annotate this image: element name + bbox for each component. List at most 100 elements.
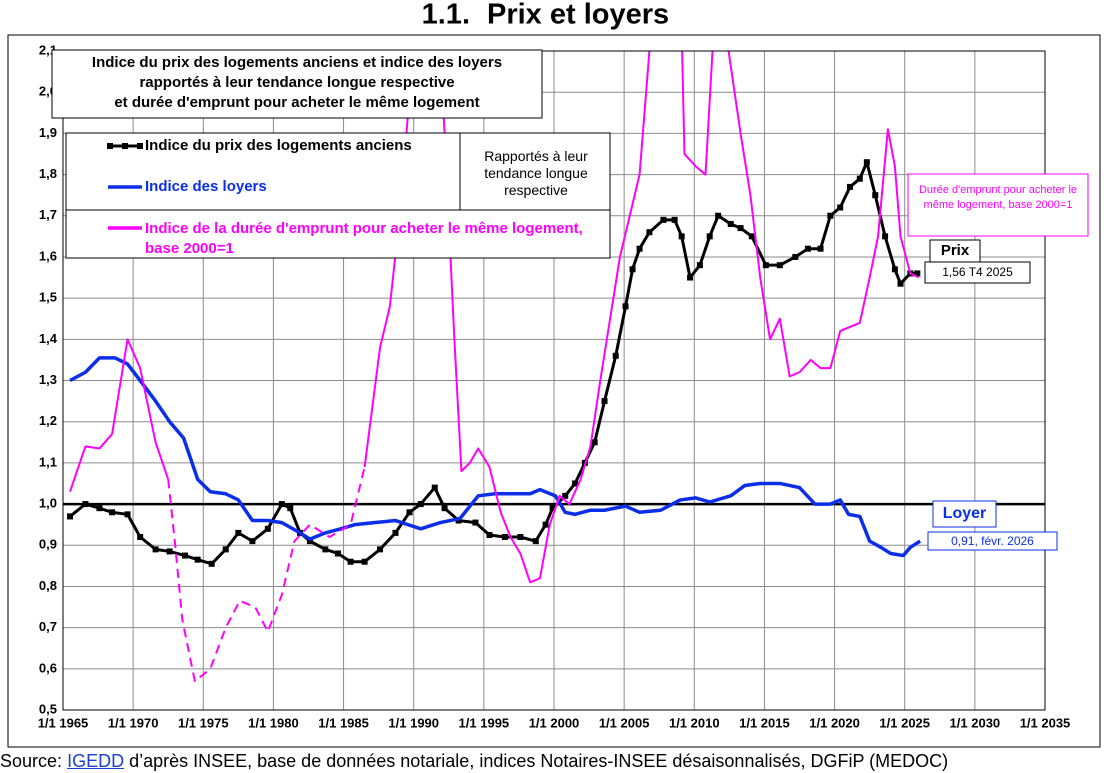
subtitle-line: rapportés à leur tendance longue respect… [139,74,455,91]
point-marker [347,558,354,565]
point-marker [124,511,131,518]
point-marker [776,262,783,269]
y-tick-label: 0,5 [39,701,57,716]
point-marker [687,274,694,281]
x-tick-label: 1/1 2025 [879,715,930,730]
point-marker [532,538,539,545]
subtitle-box [51,49,543,119]
point-marker [517,534,524,541]
x-tick-label: 1/1 1970 [108,715,159,730]
source-prefix: Source: [0,751,63,771]
legend-label: Indice de la durée d'emprunt pour achete… [145,220,583,257]
point-marker [82,501,89,508]
series-line [69,51,920,584]
source: Source: IGEDD d’après INSEE, base de don… [0,750,1109,772]
x-tick-label: 1/1 1985 [318,715,369,730]
point-marker [914,270,921,277]
x-tick-label: 1/1 2015 [739,715,790,730]
point-marker [249,538,256,545]
point-marker [671,216,678,223]
point-marker [622,303,629,310]
y-tick-label: 1,3 [39,372,57,387]
y-tick-label: 1,4 [39,331,58,346]
y-tick-label: 1,1 [39,454,57,469]
point-marker [208,560,215,567]
point-marker [646,229,653,236]
point-marker [287,505,294,512]
point-marker [601,398,608,405]
x-tick-label: 1/1 2020 [809,715,860,730]
y-tick-label: 0,6 [39,660,57,675]
point-marker [715,212,722,219]
point-marker [837,204,844,211]
point-marker [706,233,713,240]
point-marker [264,525,271,532]
point-marker [67,513,74,520]
point-marker [431,484,438,491]
point-marker [727,220,734,227]
subtitle-line: Indice du prix des logements anciens et … [91,54,503,71]
x-tick-label: 1/1 2005 [599,715,650,730]
annotation-box [927,531,1058,551]
x-tick-label: 1/1 2035 [1020,715,1071,730]
y-tick-label: 1,9 [39,125,57,140]
point-marker [817,245,824,252]
point-marker [361,558,368,565]
annotation-box [924,261,1031,284]
point-marker [737,225,744,232]
point-marker [441,505,448,512]
point-marker [863,159,870,166]
point-marker [472,519,479,526]
point-marker [804,245,811,252]
section-number: 1.1. [422,0,470,31]
point-marker [406,509,413,516]
x-tick-label: 1/1 2010 [669,715,720,730]
annotation-box [932,500,997,528]
point-marker [629,266,636,273]
point-marker [660,216,667,223]
y-tick-label: 1,5 [39,290,57,305]
subtitle: Indice du prix des logements anciens et … [52,53,542,113]
annotation: Prix [940,242,970,259]
point-marker [591,439,598,446]
point-marker [334,550,341,557]
subtitle-line: et durée d'emprunt pour acheter le même … [114,94,480,111]
point-marker [182,552,189,559]
source-link[interactable]: IGEDD [67,751,125,771]
x-tick-label: 1/1 1980 [248,715,299,730]
y-tick-label: 1,7 [39,207,57,222]
annotation-box [907,173,1089,237]
x-tick-label: 1/1 2000 [529,715,580,730]
point-marker [222,546,229,553]
legend-label: Indice du prix des logements anciens [145,137,412,154]
annotation: 1,56 T4 2025 [942,265,1013,279]
point-marker [166,548,173,555]
y-tick-label: 0,8 [39,578,57,593]
y-tick-label: 0,9 [39,537,57,552]
point-marker [322,546,329,553]
point-marker [549,505,556,512]
legend-box [65,132,611,259]
point-marker [501,534,508,541]
legend-swatch [107,143,113,149]
point-marker [377,546,384,553]
series-line [69,356,922,558]
annotation: Loyer [942,505,987,522]
legend-label: Indice des loyers [145,178,267,195]
y-tick-label: 1,2 [39,413,57,428]
y-tick-label: 1,8 [39,166,57,181]
x-tick-label: 1/1 1990 [388,715,439,730]
point-marker [891,266,898,273]
legend-swatch [122,143,128,149]
point-marker [137,534,144,541]
legend-note: Rapportés à leur tendance longue respect… [484,148,588,198]
legend-swatch [137,143,143,149]
point-marker [96,505,103,512]
x-tick-label: 1/1 2030 [950,715,1001,730]
point-marker [678,233,685,240]
point-marker [109,509,116,516]
plot-frame [62,50,1046,711]
y-tick-label: 1,6 [39,248,57,263]
annotation: 0,91, févr. 2026 [951,534,1034,548]
